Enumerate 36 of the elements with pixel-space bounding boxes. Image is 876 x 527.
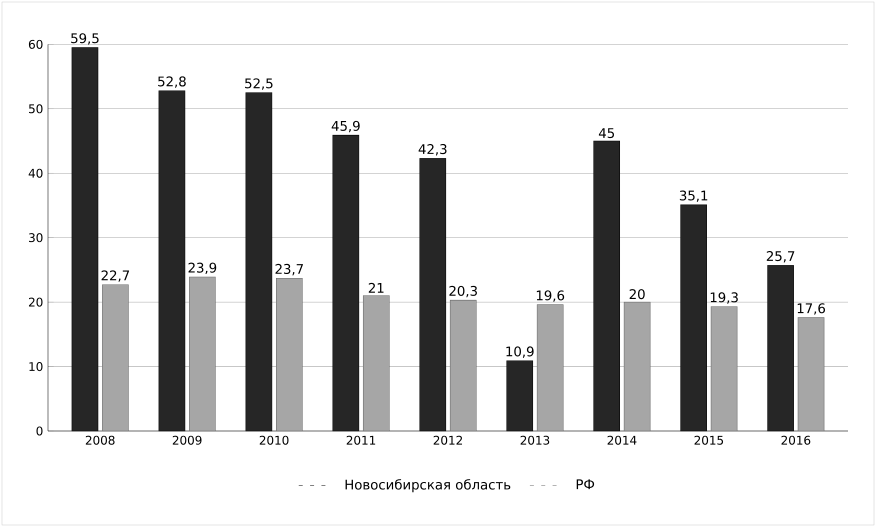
y-tick-label: 20 <box>28 298 43 307</box>
data-label: 23,9 <box>188 262 216 274</box>
data-label: 35,1 <box>680 190 708 202</box>
x-tick-label: 2015 <box>694 436 724 445</box>
legend-label: Новосибирская область <box>346 479 510 492</box>
y-tick-label: 50 <box>29 104 43 114</box>
data-label: 20 <box>630 289 645 300</box>
y-tick-label: 60 <box>28 40 43 49</box>
data-label: 42,3 <box>418 144 447 156</box>
y-tick-label: 40 <box>28 168 43 178</box>
x-tick-label: 2011 <box>346 436 376 445</box>
data-label: 17,6 <box>798 303 826 315</box>
data-label: 19,6 <box>536 290 564 302</box>
data-label: 20,3 <box>449 286 477 298</box>
x-tick-label: 2014 <box>608 436 636 445</box>
data-label: 59,5 <box>71 33 99 45</box>
data-label: 23,7 <box>276 264 303 276</box>
data-label: 10,9 <box>506 346 534 358</box>
data-label: 25,7 <box>766 251 794 262</box>
y-tick-label: 30 <box>29 233 43 242</box>
y-tick-label: 0 <box>36 426 43 436</box>
x-tick-label: 2016 <box>781 436 810 445</box>
data-label: 52,5 <box>245 78 272 90</box>
data-label: 22,7 <box>102 270 130 282</box>
data-label: 45,9 <box>332 120 360 132</box>
legend-label: РФ <box>576 479 594 490</box>
x-tick-label: 2012 <box>434 436 462 445</box>
data-label: 21 <box>368 282 384 293</box>
data-label: 19,3 <box>710 292 738 304</box>
x-tick-label: 2010 <box>260 436 288 445</box>
x-tick-label: 2009 <box>172 436 202 445</box>
y-tick-label: 10 <box>29 362 43 372</box>
data-label: 52,8 <box>158 76 186 88</box>
data-label: 45 <box>598 128 614 138</box>
x-tick-label: 2008 <box>86 436 115 445</box>
x-tick-label: 2013 <box>520 436 550 445</box>
